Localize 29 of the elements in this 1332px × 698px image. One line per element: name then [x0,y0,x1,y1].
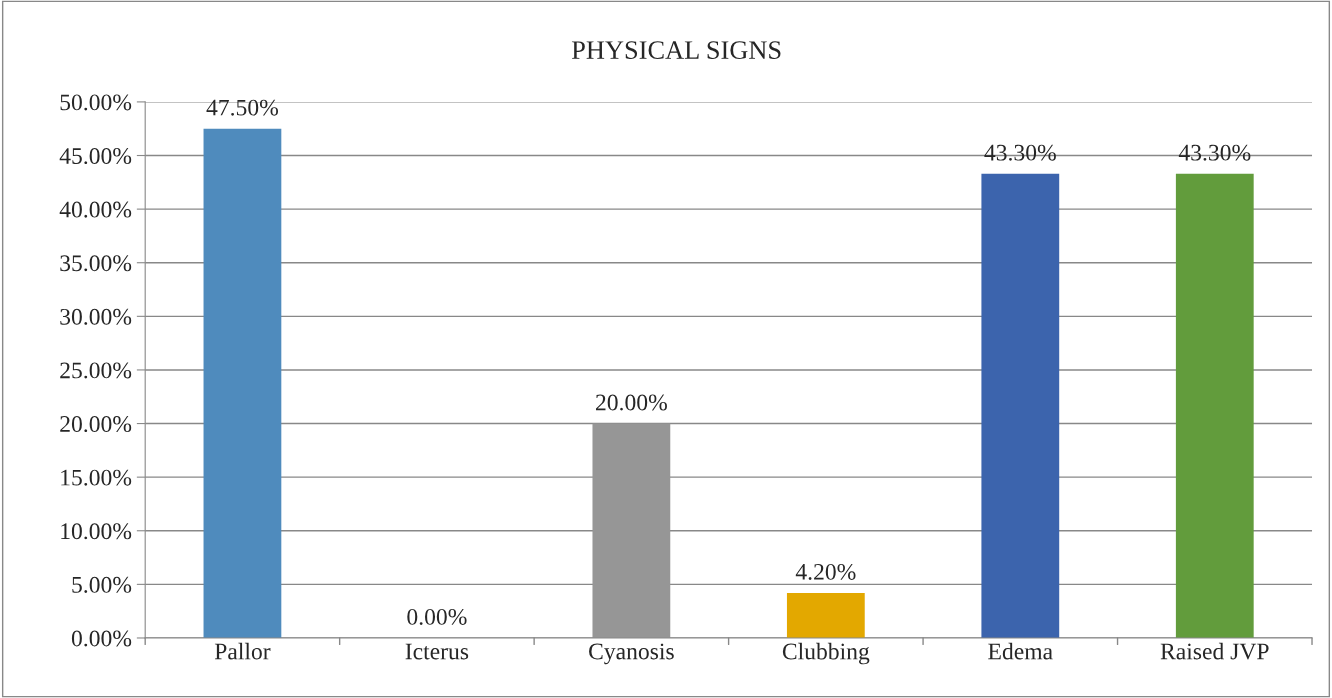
bar [981,173,1060,638]
x-tick-label: Raised JVP [1160,642,1269,660]
data-label: 43.30% [1178,144,1251,161]
bar [1175,173,1254,638]
y-tick-label: 5.00% [72,576,132,593]
data-label: 20.00% [596,394,667,411]
data-label: 4.20% [795,563,856,580]
bar [786,592,865,638]
y-tick-label: 30.00% [60,308,132,325]
y-tick-label: 20.00% [60,416,132,433]
bar [203,128,282,638]
x-tick-label: Clubbing [782,642,870,665]
data-label: 0.00% [407,608,467,625]
y-tick-label: 15.00% [61,469,132,486]
x-tick-label: Edema [988,642,1053,660]
y-tick-label: 50.00% [60,94,132,111]
data-label: 43.30% [984,144,1056,161]
chart-title: PHYSICAL SIGNS [571,41,781,59]
y-tick-label: 40.00% [59,201,132,218]
x-tick-label: Cyanosis [589,643,674,665]
y-tick-label: 35.00% [60,255,132,272]
x-tick-label: Pallor [214,642,271,660]
bar [592,423,671,638]
y-tick-label: 0.00% [71,630,132,647]
y-tick-label: 25.00% [60,362,132,379]
x-tick-label: Icterus [405,643,469,660]
y-tick-label: 10.00% [61,523,132,540]
data-label: 47.50% [206,99,279,116]
y-tick-label: 45.00% [59,148,132,165]
